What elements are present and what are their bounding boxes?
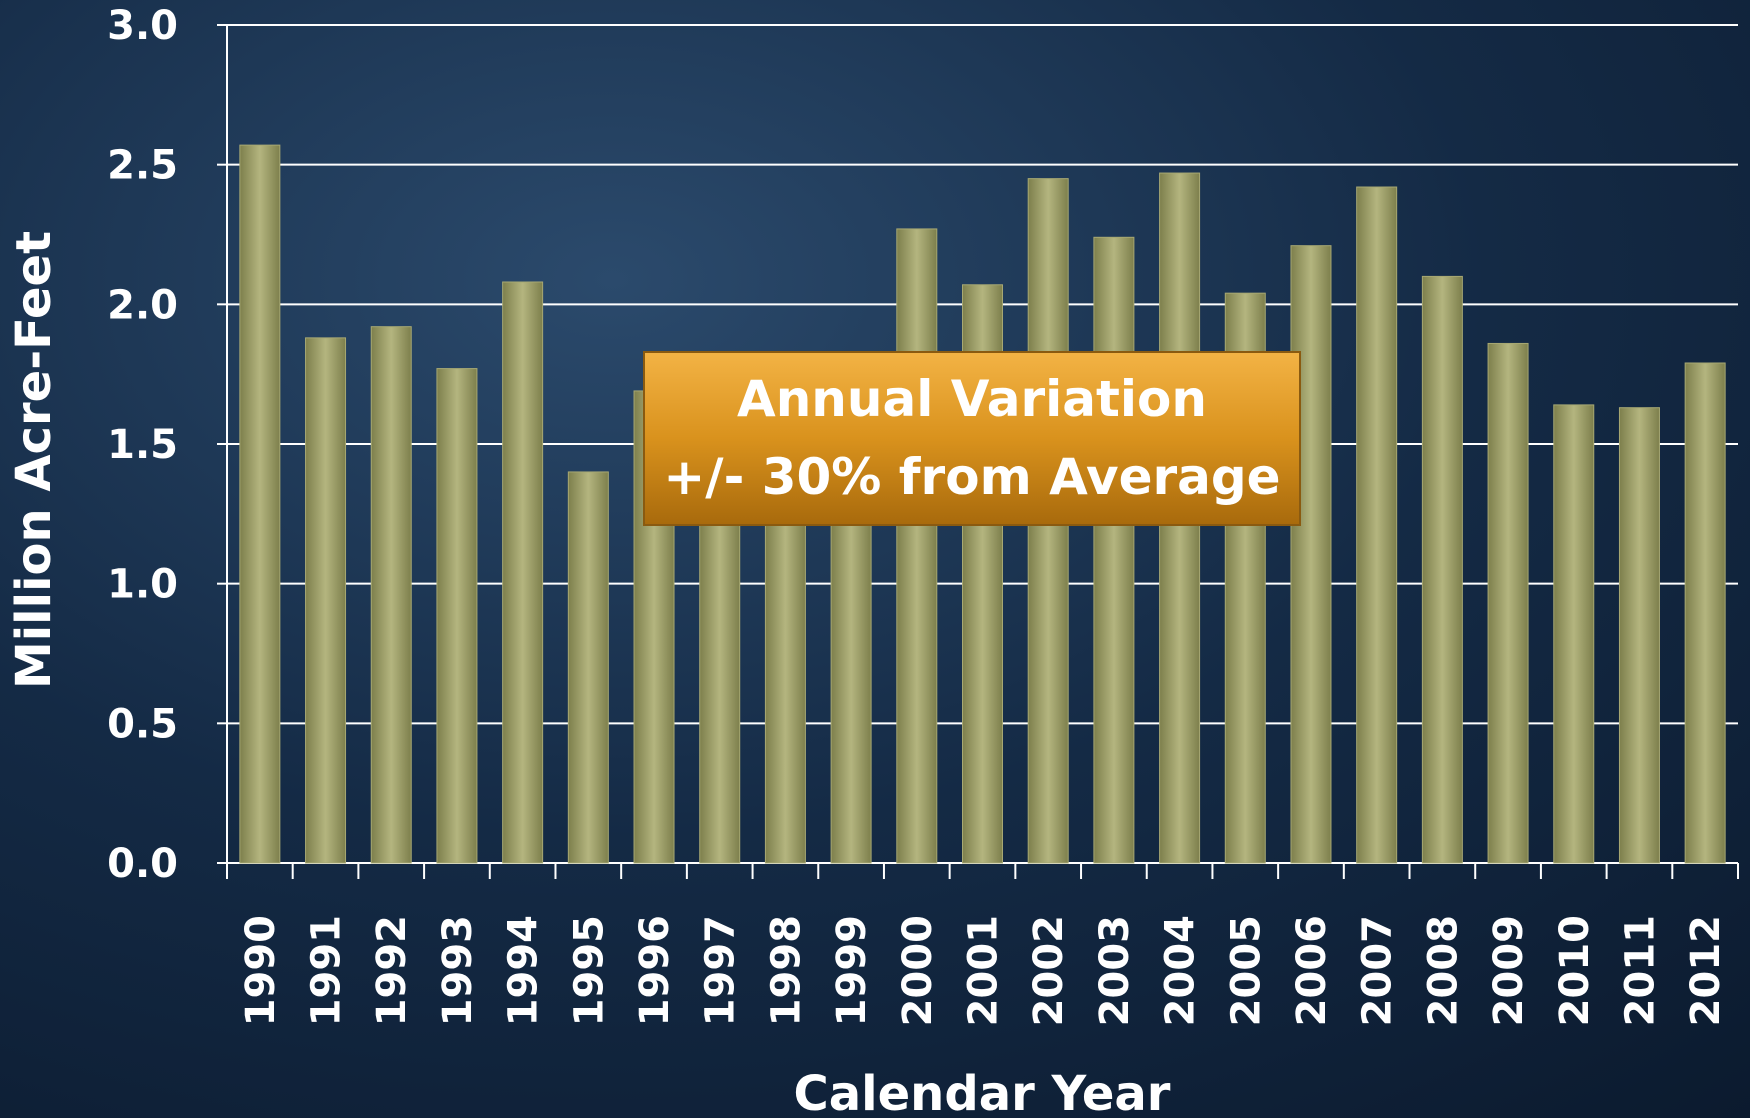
x-tick-label: 1999: [829, 915, 875, 1026]
y-tick-label: 3.0: [107, 3, 178, 49]
bar: [305, 337, 347, 864]
annotation-line: Annual Variation: [737, 370, 1207, 428]
bar: [1421, 275, 1463, 864]
x-tick-label: 2007: [1355, 915, 1401, 1026]
y-tick-label: 1.5: [107, 422, 178, 468]
x-tick-label: 1995: [566, 915, 612, 1026]
x-tick-label: 1994: [501, 915, 547, 1026]
bar: [896, 228, 938, 864]
bar: [1093, 236, 1135, 864]
x-tick-label: 2001: [961, 915, 1007, 1026]
bar: [1553, 404, 1595, 864]
x-tick-label: 1997: [698, 915, 744, 1026]
y-tick-label: 0.5: [107, 701, 178, 747]
bar: [436, 368, 478, 864]
bar: [1290, 245, 1332, 864]
x-tick-label: 2010: [1552, 915, 1598, 1026]
bar: [1356, 186, 1398, 864]
x-tick-label: 2002: [1026, 915, 1072, 1026]
bar: [1487, 342, 1529, 864]
y-tick-label: 2.0: [107, 282, 178, 328]
annotation-box: [643, 351, 1301, 526]
x-tick-label: 2005: [1223, 915, 1269, 1026]
bar: [239, 144, 281, 864]
x-tick-label: 2011: [1617, 915, 1663, 1026]
y-axis-label: Million Acre-Feet: [6, 231, 62, 689]
x-tick-label: 2009: [1486, 915, 1532, 1026]
x-tick-label: 1992: [369, 915, 415, 1026]
x-tick-label: 2000: [895, 915, 941, 1026]
x-tick-label: 1996: [632, 915, 678, 1026]
y-tick-label: 1.0: [107, 562, 178, 608]
x-tick-label: 1998: [763, 915, 809, 1026]
x-tick-label: 2006: [1289, 915, 1335, 1026]
y-tick-label: 0.0: [107, 841, 178, 887]
x-tick-label: 2008: [1420, 915, 1466, 1026]
bar: [1618, 407, 1660, 864]
x-tick-label: 1990: [238, 915, 284, 1026]
annotation-line: +/- 30% from Average: [663, 448, 1280, 506]
bar: [567, 471, 609, 864]
bar: [1684, 362, 1726, 864]
x-tick-label: 1991: [304, 915, 350, 1026]
y-tick-label: 2.5: [107, 143, 178, 189]
bar: [370, 326, 412, 864]
x-tick-label: 2004: [1158, 915, 1204, 1026]
bar: [502, 281, 544, 864]
annotation: Annual Variation +/- 30% from Average: [643, 351, 1301, 526]
x-tick-label: 2003: [1092, 915, 1138, 1026]
x-tick-label: 2012: [1683, 915, 1729, 1026]
x-axis-label: Calendar Year: [794, 1066, 1171, 1118]
x-tick-label: 1993: [435, 915, 481, 1026]
